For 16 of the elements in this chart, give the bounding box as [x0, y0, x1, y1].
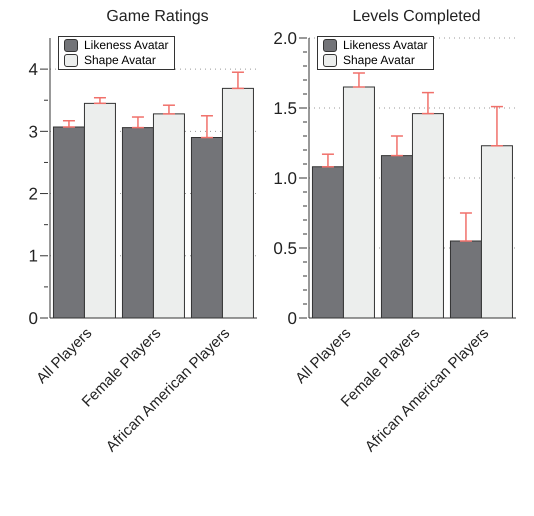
- y-tick-label: 3: [28, 122, 38, 142]
- y-tick-label: 0: [28, 308, 38, 328]
- legend-label: Shape Avatar: [83, 53, 157, 68]
- legend-label: Shape Avatar: [342, 53, 416, 68]
- chart-title: Levels Completed: [351, 8, 482, 27]
- y-tick-label: 0.5: [273, 238, 297, 258]
- legend-label: Likeness Avatar: [342, 38, 428, 53]
- chart-title: Game Ratings: [105, 8, 210, 27]
- y-tick-label: 2: [28, 184, 38, 204]
- y-tick-label: 1.5: [273, 98, 297, 118]
- y-tick-label: 1: [28, 246, 38, 266]
- legend-label: Likeness Avatar: [83, 38, 168, 53]
- y-tick-label: 1.0: [273, 168, 297, 188]
- y-tick-label: 4: [28, 60, 38, 80]
- y-tick-label: 0: [288, 308, 297, 328]
- y-tick-label: 2.0: [273, 28, 297, 48]
